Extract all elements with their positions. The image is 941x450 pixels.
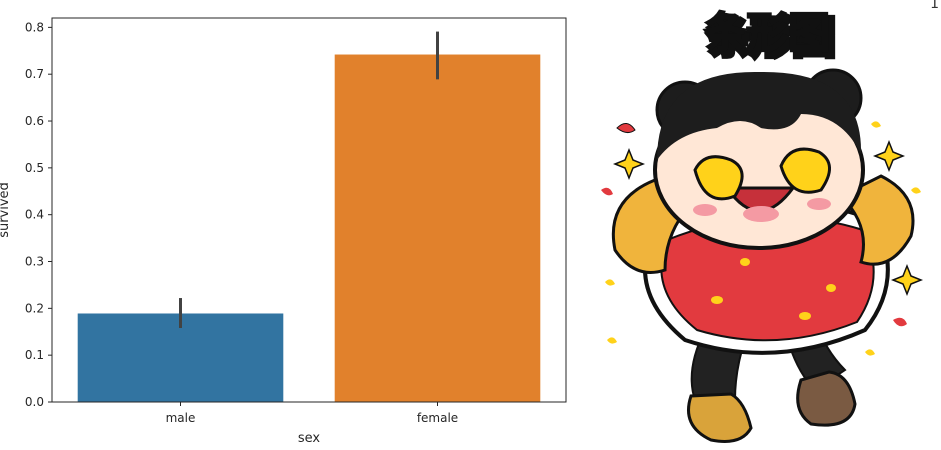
bar-female xyxy=(334,54,541,403)
bars-group xyxy=(77,54,541,403)
y-tick-label: 0.3 xyxy=(25,255,44,269)
cartoon-girl-sticker-icon: 条形图 条形图 xyxy=(601,7,924,443)
x-tick-label: male xyxy=(166,411,196,425)
sticker-title-shadow: 条形图 xyxy=(709,13,835,62)
bar-male xyxy=(77,313,284,402)
y-tick-label: 0.0 xyxy=(25,395,44,409)
x-axis-label: sex xyxy=(298,431,321,446)
plot-frame xyxy=(51,17,567,403)
sticker-title: 条形图 xyxy=(704,8,830,57)
sparkle-icons xyxy=(612,139,924,297)
y-tick-label: 0.2 xyxy=(25,301,44,315)
bar-chart: 0.0 0.1 0.2 0.3 0.4 0.5 0.6 0.7 0.8 male female s… xyxy=(0,17,567,446)
y-axis-label: survived xyxy=(0,182,12,238)
y-tick-label: 0.7 xyxy=(25,67,44,81)
y-tick-label: 0.6 xyxy=(25,114,44,128)
y-tick-label: 0.1 xyxy=(25,348,44,362)
x-axis: male female xyxy=(166,402,458,425)
y-tick-label: 0.5 xyxy=(25,161,44,175)
page-number: 1 xyxy=(930,0,939,12)
x-tick-label: female xyxy=(417,411,458,425)
y-tick-label: 0.8 xyxy=(25,20,44,34)
error-bars-group xyxy=(179,31,439,329)
y-tick-label: 0.4 xyxy=(25,208,44,222)
y-axis: 0.0 0.1 0.2 0.3 0.4 0.5 0.6 0.7 0.8 xyxy=(25,20,52,409)
